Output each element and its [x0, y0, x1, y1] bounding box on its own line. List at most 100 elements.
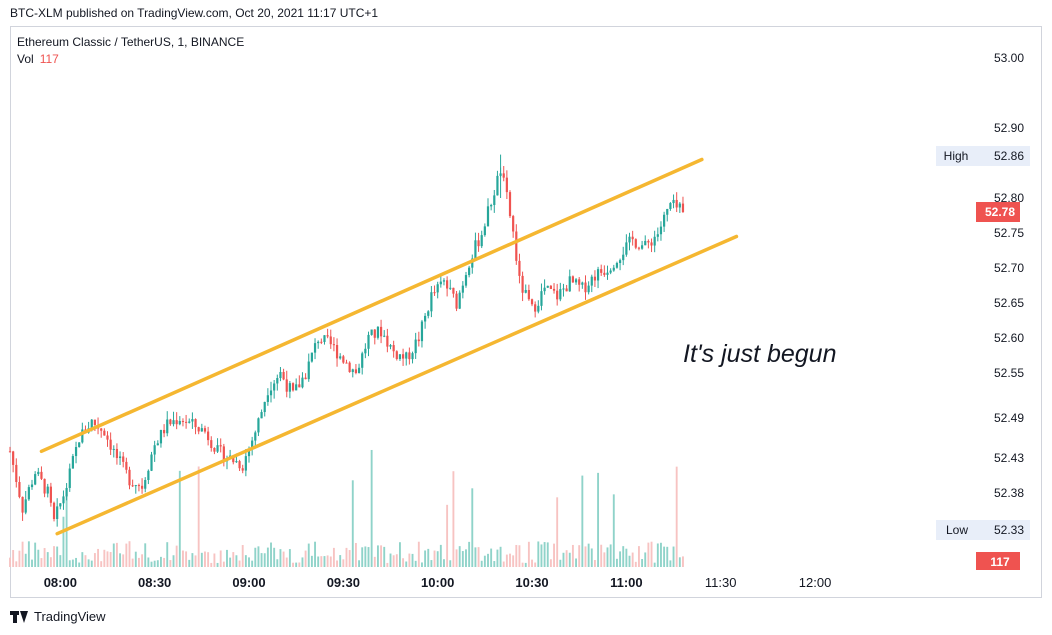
- volume-bar: [650, 541, 653, 567]
- candle-body: [593, 276, 597, 281]
- volume-bar: [49, 557, 52, 567]
- candle-body: [326, 335, 329, 337]
- y-tick-label: 52.49: [994, 411, 1024, 425]
- last-price-label: 52.78: [985, 205, 1015, 219]
- volume-bar: [251, 560, 254, 567]
- volume-bar: [109, 552, 112, 567]
- candle-body: [348, 362, 351, 373]
- candle-body: [273, 383, 276, 391]
- volume-bar: [565, 550, 568, 567]
- volume-bar: [675, 466, 678, 567]
- volume-bar: [323, 556, 326, 567]
- candle-body: [298, 384, 301, 388]
- volume-bar: [31, 559, 33, 567]
- candle-body: [122, 456, 125, 462]
- candle-body: [455, 293, 458, 309]
- volume-bar: [521, 562, 524, 567]
- candle-body: [468, 267, 471, 276]
- candle-body: [56, 506, 59, 520]
- y-tick-label: 52.75: [994, 226, 1024, 240]
- volume-bar: [505, 554, 508, 567]
- legend-volume-label: Vol: [17, 52, 34, 66]
- candle-body: [34, 474, 37, 485]
- chart-annotation[interactable]: It's just begun: [683, 340, 836, 368]
- candle-body: [534, 304, 537, 312]
- volume-bar: [84, 555, 87, 567]
- volume-bar: [314, 541, 316, 567]
- volume-bar: [112, 543, 115, 567]
- volume-bar: [15, 561, 18, 567]
- candle-body: [8, 451, 12, 453]
- candle-body: [490, 205, 493, 207]
- volume-bar: [178, 470, 181, 567]
- volume-bar: [18, 550, 21, 567]
- candle-body: [477, 240, 480, 247]
- candle-body: [90, 419, 93, 429]
- candle-body: [18, 482, 21, 497]
- volume-bar: [71, 559, 74, 567]
- candle-body: [603, 272, 606, 275]
- volume-bar: [405, 561, 408, 567]
- y-tick-label: 52.80: [994, 191, 1024, 205]
- volume-bar: [367, 547, 370, 567]
- candle-body: [172, 420, 175, 425]
- footer[interactable]: TradingView: [10, 609, 106, 624]
- candle-body: [210, 440, 213, 448]
- volume-bar: [115, 542, 118, 567]
- volume-bar: [622, 546, 625, 567]
- candle-body: [169, 419, 172, 425]
- last-volume-box: [976, 552, 1020, 570]
- candle-body: [392, 345, 395, 352]
- volume-bar: [222, 561, 225, 567]
- volume-bar: [254, 547, 257, 567]
- volume-bar: [593, 560, 596, 567]
- footer-brand: TradingView: [34, 609, 106, 624]
- volume-bar: [386, 562, 389, 567]
- volume-bar: [12, 550, 15, 567]
- x-tick-label: 10:30: [515, 575, 548, 590]
- volume-bar: [182, 550, 184, 567]
- volume-bar: [606, 547, 609, 567]
- channel-lines[interactable]: [39, 157, 739, 536]
- volume-bar: [496, 549, 499, 567]
- candle-body: [505, 177, 508, 193]
- volume-bar: [87, 559, 90, 567]
- volume-bar: [584, 546, 587, 567]
- candle-body: [408, 352, 411, 360]
- candle-body: [631, 236, 634, 240]
- candle-body: [279, 371, 282, 379]
- volume-bar: [219, 550, 222, 567]
- volume-bar: [666, 546, 669, 567]
- candle-body: [219, 445, 222, 447]
- candle-body: [515, 231, 518, 261]
- volume-bar: [631, 552, 634, 567]
- volume-bar: [345, 547, 348, 567]
- candle-body: [493, 195, 496, 206]
- candle-body: [615, 262, 619, 268]
- candle-body: [156, 443, 159, 446]
- candle-body: [222, 446, 225, 462]
- candle-body: [559, 289, 562, 300]
- candle-body: [640, 245, 644, 249]
- volume-bar: [326, 555, 329, 567]
- volume-bar: [270, 542, 272, 567]
- volume-bar: [373, 556, 376, 567]
- volume-bar: [62, 516, 65, 567]
- candle-body: [389, 345, 392, 347]
- volume-bar: [531, 559, 533, 567]
- volume-bar: [93, 553, 96, 567]
- volume-bar: [575, 558, 577, 567]
- x-tick-label: 11:30: [705, 575, 737, 590]
- candle-body: [508, 192, 512, 217]
- y-tick-label: 52.65: [994, 296, 1024, 310]
- low-label: Low: [946, 523, 968, 537]
- candle-body: [345, 362, 348, 364]
- candle-body: [637, 247, 641, 249]
- candle-body: [203, 428, 207, 432]
- candle-body: [62, 496, 65, 504]
- volume-bar: [625, 548, 628, 567]
- volume-bar: [172, 555, 175, 567]
- candle-body: [574, 279, 578, 283]
- candle-body: [546, 285, 549, 288]
